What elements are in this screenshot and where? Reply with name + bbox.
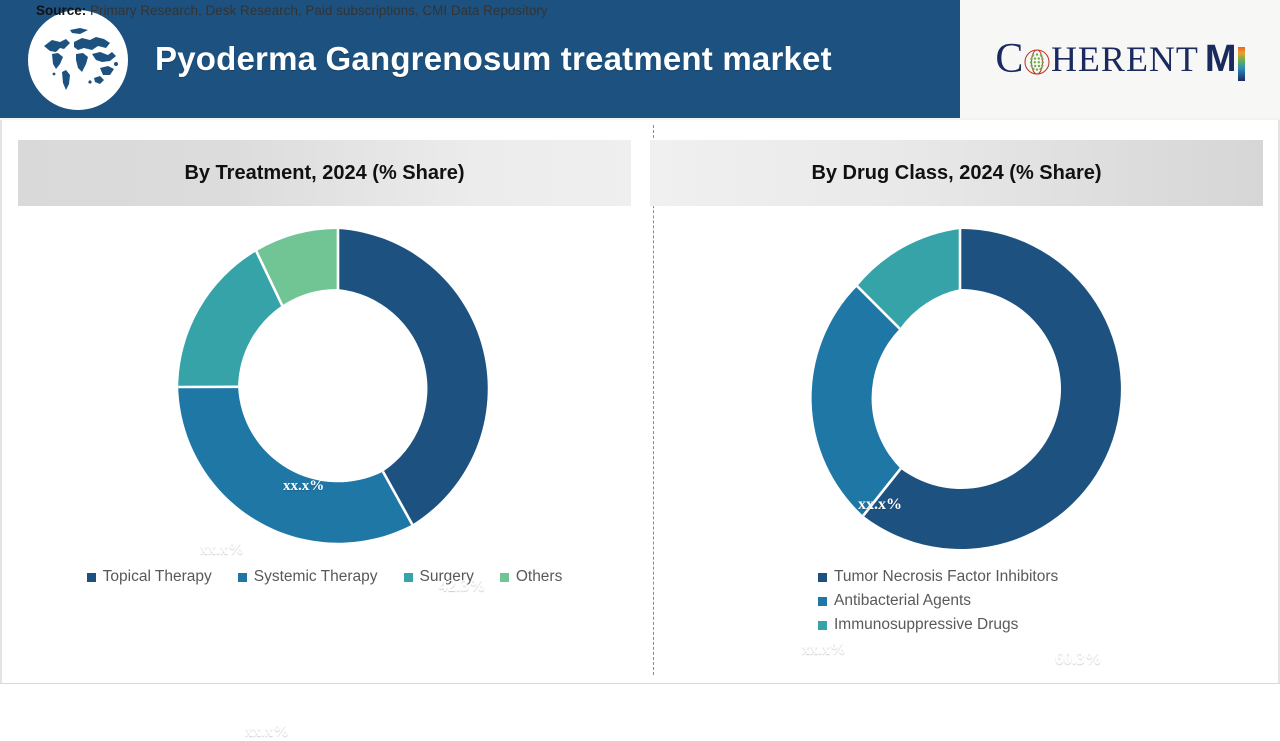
legend-label: Systemic Therapy [254, 566, 378, 588]
logo-gradient-bar-icon [1238, 47, 1245, 81]
legend-item-immunosuppressive-drugs[interactable]: Immunosuppressive Drugs [818, 614, 1263, 636]
legend-swatch-icon [404, 573, 413, 582]
logo-word-coherent: HERENT [1051, 41, 1199, 77]
source-note: Source: Primary Research, Desk Research,… [36, 3, 548, 18]
legend-swatch-icon [500, 573, 509, 582]
legend-swatch-icon [818, 573, 827, 582]
donut-area-drug-class: 60.3% xx.x% xx.x% [650, 206, 1263, 566]
chart-panel-drug-class: By Drug Class, 2024 (% Share) 60.3% xx.x… [650, 140, 1263, 638]
legend-item-others[interactable]: Others [500, 566, 563, 588]
chart-panel-treatment: By Treatment, 2024 (% Share) 42.3% [18, 140, 631, 588]
logo-letter-c: C [995, 38, 1024, 80]
donut-chart-drug-class[interactable] [790, 219, 1130, 559]
slice-label-immunosuppressive-drugs: xx.x% [858, 496, 902, 514]
legend-drug-class: Tumor Necrosis Factor Inhibitors Antibac… [650, 566, 1263, 636]
slice-label-surgery: xx.x% [200, 541, 244, 559]
page-footer [0, 683, 1280, 720]
slice-label-antibacterial-agents: xx.x% [802, 641, 846, 659]
legend-treatment: Topical Therapy Systemic Therapy Surgery… [18, 566, 631, 588]
brand-logo: C HERENT M [960, 0, 1280, 118]
legend-swatch-icon [818, 621, 827, 630]
legend-item-antibacterial-agents[interactable]: Antibacterial Agents [818, 590, 1263, 612]
legend-label: Antibacterial Agents [834, 590, 971, 612]
legend-label: Topical Therapy [103, 566, 212, 588]
legend-swatch-icon [818, 597, 827, 606]
legend-item-tnf-inhibitors[interactable]: Tumor Necrosis Factor Inhibitors [818, 566, 1263, 588]
chart-title-treatment: By Treatment, 2024 (% Share) [18, 140, 631, 206]
logo-word-mi: M [1205, 40, 1236, 78]
slice-label-tnf-inhibitors: 60.3% [1055, 649, 1102, 669]
donut-area-treatment: 42.3% xx.x% xx.x% xx.x% [18, 206, 631, 566]
slice-label-topical-therapy: 42.3% [439, 576, 486, 596]
source-text: Primary Research, Desk Research, Paid su… [86, 3, 547, 18]
legend-swatch-icon [87, 573, 96, 582]
legend-item-topical-therapy[interactable]: Topical Therapy [87, 566, 212, 588]
legend-label: Others [516, 566, 563, 588]
legend-label: Tumor Necrosis Factor Inhibitors [834, 566, 1058, 588]
legend-label: Immunosuppressive Drugs [834, 614, 1018, 636]
world-globe-icon [28, 10, 128, 110]
page-header: Pyoderma Gangrenosum treatment market C [0, 0, 1280, 120]
legend-swatch-icon [238, 573, 247, 582]
source-label: Source: [36, 3, 86, 18]
legend-item-systemic-therapy[interactable]: Systemic Therapy [238, 566, 378, 588]
logo-globe-dots-icon [1024, 49, 1050, 75]
chart-title-drug-class: By Drug Class, 2024 (% Share) [650, 140, 1263, 206]
donut-chart-treatment[interactable] [168, 219, 508, 559]
slice-label-others: xx.x% [283, 478, 324, 495]
slice-label-systemic-therapy: xx.x% [245, 723, 289, 741]
